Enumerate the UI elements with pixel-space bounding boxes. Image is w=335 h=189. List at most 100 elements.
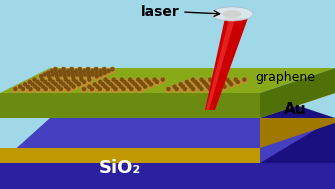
Circle shape [194,80,197,84]
Circle shape [153,78,156,81]
Circle shape [211,80,214,84]
Circle shape [120,85,123,88]
Circle shape [228,80,231,84]
Circle shape [71,85,76,90]
Circle shape [138,88,141,91]
Ellipse shape [211,7,253,21]
Circle shape [99,73,102,76]
Circle shape [58,73,64,78]
Circle shape [67,73,70,76]
Circle shape [53,67,58,73]
Circle shape [125,83,128,86]
Circle shape [104,85,107,88]
Circle shape [43,87,49,93]
Circle shape [83,80,86,84]
Circle shape [178,82,184,88]
Circle shape [191,78,195,81]
Circle shape [172,85,177,90]
Circle shape [51,87,56,93]
Circle shape [222,85,227,90]
Text: Au: Au [284,102,306,118]
Circle shape [179,83,182,86]
Circle shape [28,87,33,93]
Circle shape [190,78,196,83]
Circle shape [64,75,67,78]
Polygon shape [0,68,335,93]
Circle shape [90,88,93,91]
Circle shape [175,88,178,91]
Circle shape [112,85,115,88]
Circle shape [209,78,212,81]
Circle shape [165,87,171,93]
Circle shape [103,68,106,71]
Circle shape [25,85,30,90]
Circle shape [74,73,79,78]
Circle shape [85,67,91,73]
Polygon shape [0,93,260,118]
Circle shape [80,78,83,81]
Circle shape [119,78,125,83]
Circle shape [20,87,26,93]
Circle shape [185,80,188,84]
Circle shape [116,82,122,88]
Circle shape [46,71,51,76]
Circle shape [190,85,193,88]
Circle shape [86,71,91,76]
Circle shape [105,87,111,93]
Circle shape [113,87,118,93]
Circle shape [94,85,100,90]
Circle shape [200,88,203,91]
Circle shape [213,83,216,86]
Circle shape [226,80,232,86]
Circle shape [19,85,22,88]
Ellipse shape [222,10,242,18]
Circle shape [72,85,75,88]
Circle shape [103,78,108,83]
Circle shape [71,75,74,78]
Circle shape [14,88,17,91]
Circle shape [180,85,186,90]
Circle shape [91,73,94,76]
Circle shape [173,85,176,88]
Circle shape [103,71,106,74]
Circle shape [201,80,207,86]
Circle shape [196,83,199,86]
Circle shape [70,71,75,76]
Circle shape [145,78,148,81]
Circle shape [126,85,132,90]
Circle shape [183,88,187,91]
Circle shape [228,82,234,88]
Circle shape [218,80,223,86]
Circle shape [50,80,56,86]
Circle shape [28,80,31,84]
Circle shape [75,80,78,84]
Circle shape [114,88,117,91]
Circle shape [221,83,224,86]
Circle shape [138,80,143,86]
Circle shape [54,83,57,86]
Circle shape [206,85,209,88]
Circle shape [184,80,190,86]
Circle shape [46,74,52,80]
Circle shape [111,85,116,90]
Circle shape [35,87,41,93]
Circle shape [43,80,48,86]
Circle shape [207,87,212,93]
Circle shape [63,78,69,83]
Circle shape [216,88,219,91]
Circle shape [47,71,50,74]
Circle shape [106,88,109,91]
Circle shape [98,73,104,78]
Circle shape [98,88,101,91]
Circle shape [78,68,81,71]
Circle shape [207,78,213,83]
Circle shape [101,83,104,86]
Circle shape [83,70,86,73]
Circle shape [88,78,91,81]
Circle shape [40,75,43,78]
Circle shape [106,80,111,86]
Circle shape [54,74,60,80]
Circle shape [127,78,133,83]
Circle shape [92,82,97,88]
Circle shape [48,85,54,90]
